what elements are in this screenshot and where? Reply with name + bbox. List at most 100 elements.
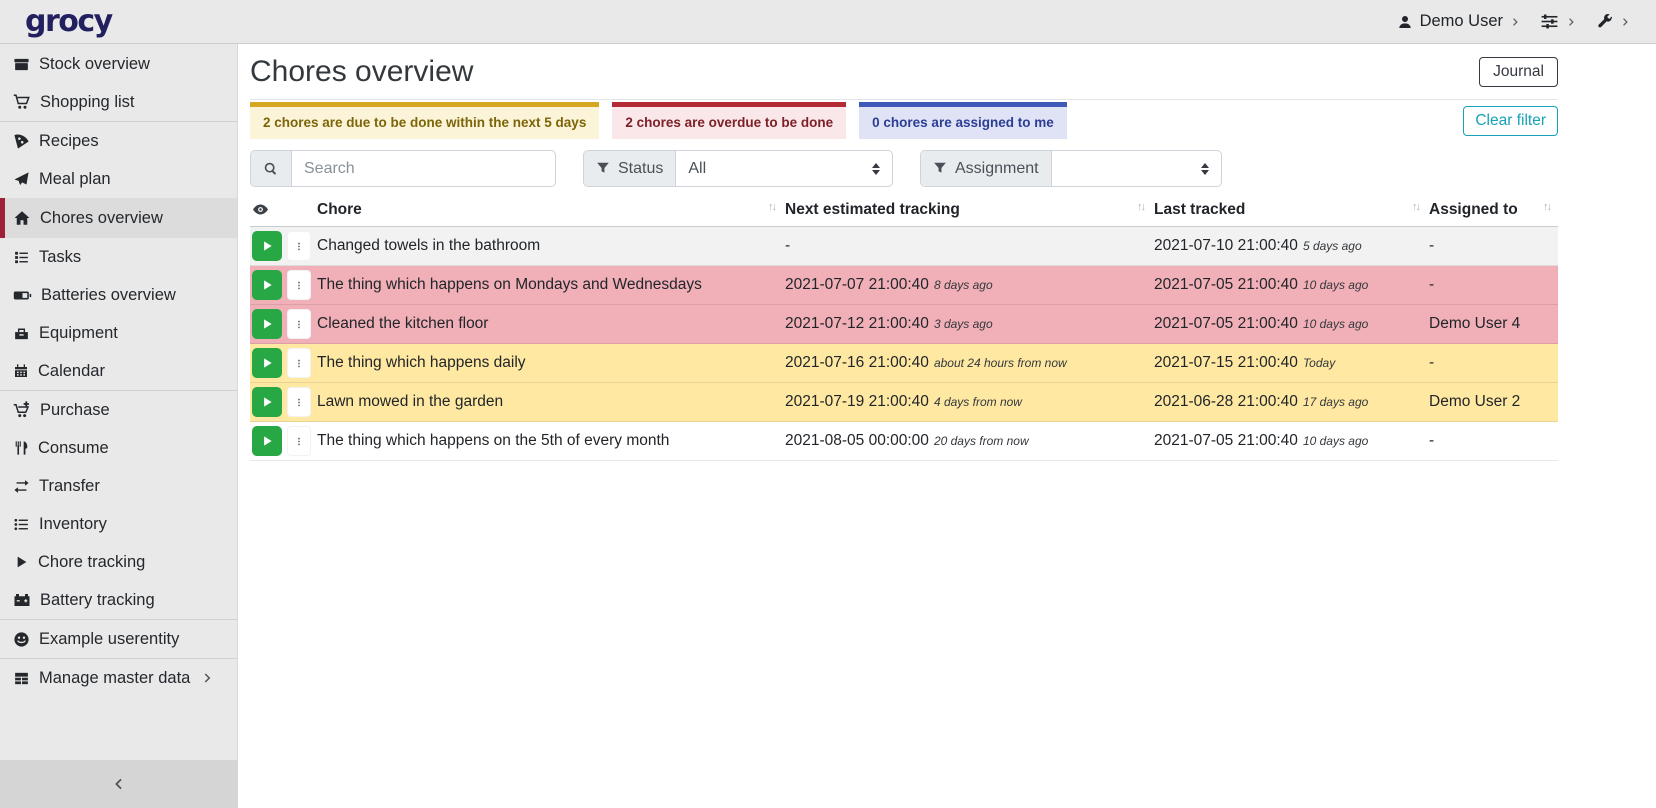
assignment-filter-label: Assignment bbox=[955, 159, 1039, 177]
row-menu-button[interactable] bbox=[287, 387, 311, 417]
last-tracked-relative: 17 days ago bbox=[1302, 395, 1369, 409]
home-icon bbox=[13, 209, 31, 228]
sidebar-item-example-userentity[interactable]: Example userentity bbox=[0, 620, 237, 658]
eye-icon[interactable] bbox=[252, 201, 269, 218]
table-row: The thing which happens on Mondays and W… bbox=[250, 265, 1558, 305]
user-menu[interactable]: Demo User bbox=[1397, 12, 1520, 31]
last-tracked-value: 2021-07-05 21:00:40 bbox=[1154, 315, 1298, 332]
sidebar-item-manage-master-data[interactable]: Manage master data bbox=[0, 659, 237, 697]
last-tracked-relative: 5 days ago bbox=[1302, 239, 1362, 253]
last-tracked-value: 2021-07-10 21:00:40 bbox=[1154, 237, 1298, 254]
track-chore-button[interactable] bbox=[252, 231, 282, 261]
table-row: Cleaned the kitchen floor 2021-07-12 21:… bbox=[250, 304, 1558, 344]
sidebar-item-tasks[interactable]: Tasks bbox=[0, 238, 237, 276]
sort-icon[interactable]: ↑↓ bbox=[768, 201, 777, 213]
select-updown-icon bbox=[1201, 162, 1209, 175]
sidebar-item-meal-plan[interactable]: Meal plan bbox=[0, 160, 237, 198]
sidebar-divider bbox=[0, 390, 237, 391]
due-soon-filter-card[interactable]: 2 chores are due to be done within the n… bbox=[250, 102, 600, 139]
next-tracking-value: 2021-07-16 21:00:40 bbox=[785, 354, 929, 371]
column-header-next-estimated-tracking[interactable]: Next estimated tracking ↑↓ bbox=[783, 195, 1152, 227]
sort-icon[interactable]: ↑↓ bbox=[1543, 201, 1552, 213]
sidebar: Stock overview Shopping list Recipes Mea… bbox=[0, 44, 238, 760]
journal-button[interactable]: Journal bbox=[1479, 57, 1558, 87]
chevron-right-icon bbox=[1510, 12, 1520, 31]
sidebar-item-shopping-list[interactable]: Shopping list bbox=[0, 83, 237, 121]
sidebar-item-battery-tracking[interactable]: Battery tracking bbox=[0, 581, 237, 619]
row-menu-button[interactable] bbox=[287, 348, 311, 378]
status-filter-label: Status bbox=[618, 159, 664, 177]
overdue-filter-card[interactable]: 2 chores are overdue to be done bbox=[612, 102, 847, 139]
track-chore-button[interactable] bbox=[252, 348, 282, 378]
sidebar-collapse-button[interactable] bbox=[0, 760, 238, 808]
next-tracking-relative: 20 days from now bbox=[933, 434, 1029, 448]
column-header-assigned-to[interactable]: Assigned to ↑↓ bbox=[1427, 195, 1558, 227]
sidebar-item-purchase[interactable]: Purchase bbox=[0, 391, 237, 429]
row-menu-button[interactable] bbox=[287, 270, 311, 300]
funnel-icon bbox=[933, 160, 947, 178]
play-icon bbox=[13, 553, 29, 572]
sidebar-item-recipes[interactable]: Recipes bbox=[0, 122, 237, 160]
next-tracking-relative: about 24 hours from now bbox=[933, 356, 1067, 370]
track-chore-button[interactable] bbox=[252, 309, 282, 339]
sidebar-item-chore-tracking[interactable]: Chore tracking bbox=[0, 543, 237, 581]
assignment-filter-select[interactable] bbox=[1052, 151, 1221, 186]
table-icon bbox=[13, 669, 30, 688]
next-tracking-value: 2021-07-07 21:00:40 bbox=[785, 276, 929, 293]
clear-filter-button[interactable]: Clear filter bbox=[1463, 105, 1558, 136]
column-header-last-tracked[interactable]: Last tracked ↑↓ bbox=[1152, 195, 1427, 227]
track-chore-button[interactable] bbox=[252, 270, 282, 300]
table-row: The thing which happens daily 2021-07-16… bbox=[250, 343, 1558, 383]
track-chore-button[interactable] bbox=[252, 387, 282, 417]
box-icon bbox=[13, 55, 30, 74]
sidebar-item-calendar[interactable]: Calendar bbox=[0, 352, 237, 390]
chevron-right-icon bbox=[1620, 12, 1630, 31]
chore-name: The thing which happens daily bbox=[315, 343, 783, 383]
status-filter-select[interactable]: All bbox=[676, 151, 892, 186]
next-tracking-value: 2021-08-05 00:00:00 bbox=[785, 432, 929, 449]
sidebar-item-stock-overview[interactable]: Stock overview bbox=[0, 45, 237, 83]
last-tracked-relative: Today bbox=[1302, 356, 1336, 370]
sidebar-divider bbox=[0, 658, 237, 659]
status-filter-group: Status All bbox=[583, 150, 893, 187]
last-tracked-value: 2021-07-05 21:00:40 bbox=[1154, 276, 1298, 293]
assigned-to-value: Demo User 4 bbox=[1427, 304, 1558, 344]
chores-table: Chore ↑↓ Next estimated tracking ↑↓ Last t… bbox=[250, 195, 1558, 461]
assigned-to-value: Demo User 2 bbox=[1427, 382, 1558, 422]
row-menu-button[interactable] bbox=[287, 231, 311, 261]
row-menu-button[interactable] bbox=[287, 309, 311, 339]
assigned-to-me-filter-card[interactable]: 0 chores are assigned to me bbox=[859, 102, 1067, 139]
sidebar-item-equipment[interactable]: Equipment bbox=[0, 314, 237, 352]
last-tracked-relative: 10 days ago bbox=[1302, 434, 1369, 448]
chevron-left-icon bbox=[112, 775, 126, 793]
chore-name: Changed towels in the bathroom bbox=[315, 226, 783, 266]
assigned-to-value: - bbox=[1427, 421, 1558, 461]
search-input[interactable] bbox=[292, 159, 555, 178]
column-header-chore[interactable]: Chore ↑↓ bbox=[315, 195, 783, 227]
chore-name: Lawn mowed in the garden bbox=[315, 382, 783, 422]
last-tracked-relative: 10 days ago bbox=[1302, 278, 1369, 292]
settings-menu[interactable] bbox=[1540, 12, 1576, 31]
title-divider bbox=[250, 99, 1558, 100]
toolbox-icon bbox=[13, 324, 30, 343]
cart-plus-icon bbox=[13, 401, 31, 420]
next-tracking-relative: 3 days ago bbox=[933, 317, 993, 331]
sidebar-item-inventory[interactable]: Inventory bbox=[0, 505, 237, 543]
row-menu-button[interactable] bbox=[287, 426, 311, 456]
main-content: Chores overview Journal 2 chores are due… bbox=[238, 44, 1656, 808]
last-tracked-value: 2021-06-28 21:00:40 bbox=[1154, 393, 1298, 410]
assigned-to-value: - bbox=[1427, 343, 1558, 383]
sort-icon[interactable]: ↑↓ bbox=[1137, 201, 1146, 213]
grocy-logo[interactable]: grocy bbox=[25, 3, 113, 39]
sidebar-item-consume[interactable]: Consume bbox=[0, 429, 237, 467]
next-tracking-relative: 8 days ago bbox=[933, 278, 993, 292]
admin-menu[interactable] bbox=[1596, 12, 1630, 31]
sidebar-item-transfer[interactable]: Transfer bbox=[0, 467, 237, 505]
track-chore-button[interactable] bbox=[252, 426, 282, 456]
select-updown-icon bbox=[872, 162, 880, 175]
sidebar-item-batteries-overview[interactable]: Batteries overview bbox=[0, 276, 237, 314]
sort-icon[interactable]: ↑↓ bbox=[1412, 201, 1421, 213]
sidebar-item-chores-overview[interactable]: Chores overview bbox=[0, 198, 237, 238]
assigned-to-value: - bbox=[1427, 226, 1558, 266]
sliders-icon bbox=[1540, 12, 1559, 31]
